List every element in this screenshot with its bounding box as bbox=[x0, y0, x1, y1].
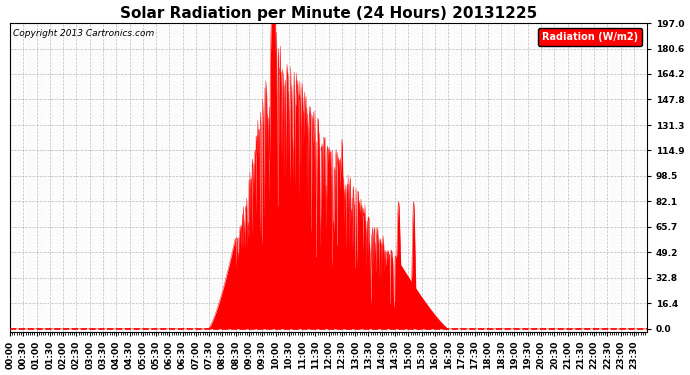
Legend: Radiation (W/m2): Radiation (W/m2) bbox=[538, 28, 642, 46]
Title: Solar Radiation per Minute (24 Hours) 20131225: Solar Radiation per Minute (24 Hours) 20… bbox=[120, 6, 537, 21]
Text: Copyright 2013 Cartronics.com: Copyright 2013 Cartronics.com bbox=[13, 29, 155, 38]
